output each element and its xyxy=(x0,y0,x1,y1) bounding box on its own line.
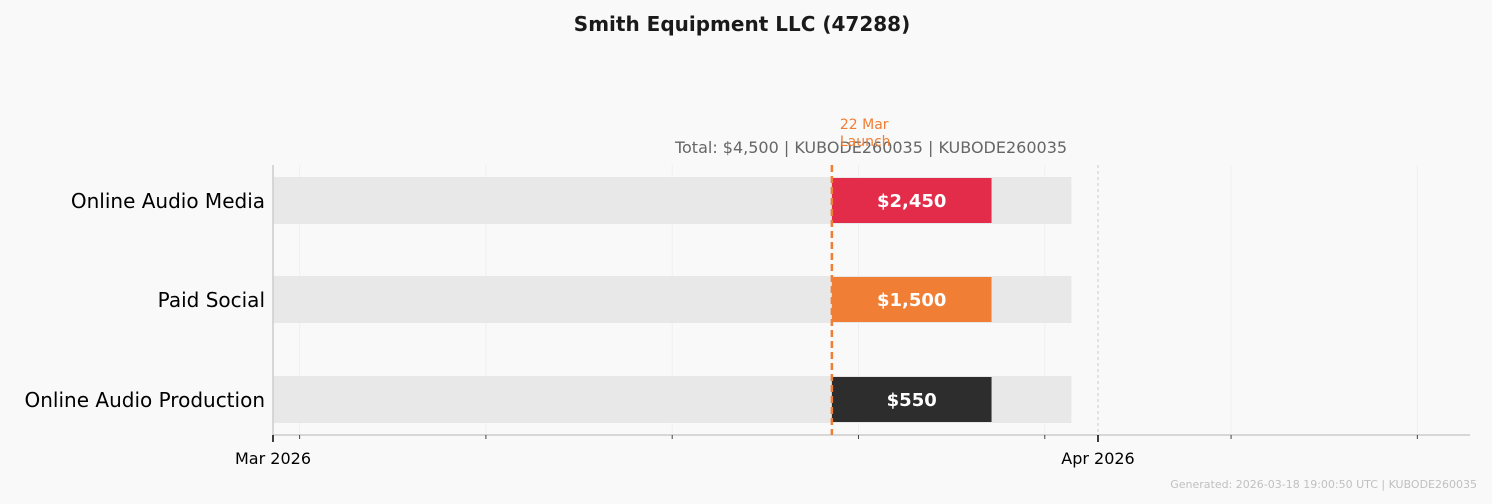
bar-value-label: $1,500 xyxy=(877,290,946,311)
category-label: Online Audio Production xyxy=(25,388,265,412)
bar-value-label: $2,450 xyxy=(877,191,946,212)
category-label: Online Audio Media xyxy=(71,189,265,213)
launch-label: Launch xyxy=(840,134,891,150)
footer-text: Generated: 2026-03-18 19:00:50 UTC | KUB… xyxy=(1170,478,1477,491)
x-tick-label: Apr 2026 xyxy=(1061,449,1134,468)
launch-date-label: 22 Mar xyxy=(840,117,889,133)
x-axis: Mar 2026 Apr 2026 xyxy=(235,165,1470,468)
category-labels: Online Audio Media Paid Social Online Audi… xyxy=(25,189,265,412)
chart-title: Smith Equipment LLC (47288) xyxy=(574,12,910,36)
bar-value-label: $550 xyxy=(887,390,937,411)
x-tick-label: Mar 2026 xyxy=(235,449,311,468)
chart-subtitle: Total: $4,500 | KUBODE260035 | KUBODE260… xyxy=(674,138,1067,157)
launch-annotation: 22 Mar Launch xyxy=(830,117,891,435)
data-bar xyxy=(831,178,992,223)
data-bar xyxy=(831,277,992,322)
data-bar xyxy=(831,377,992,422)
category-label: Paid Social xyxy=(158,288,265,312)
data-bars: $2,450 $1,500 $550 xyxy=(831,178,992,422)
